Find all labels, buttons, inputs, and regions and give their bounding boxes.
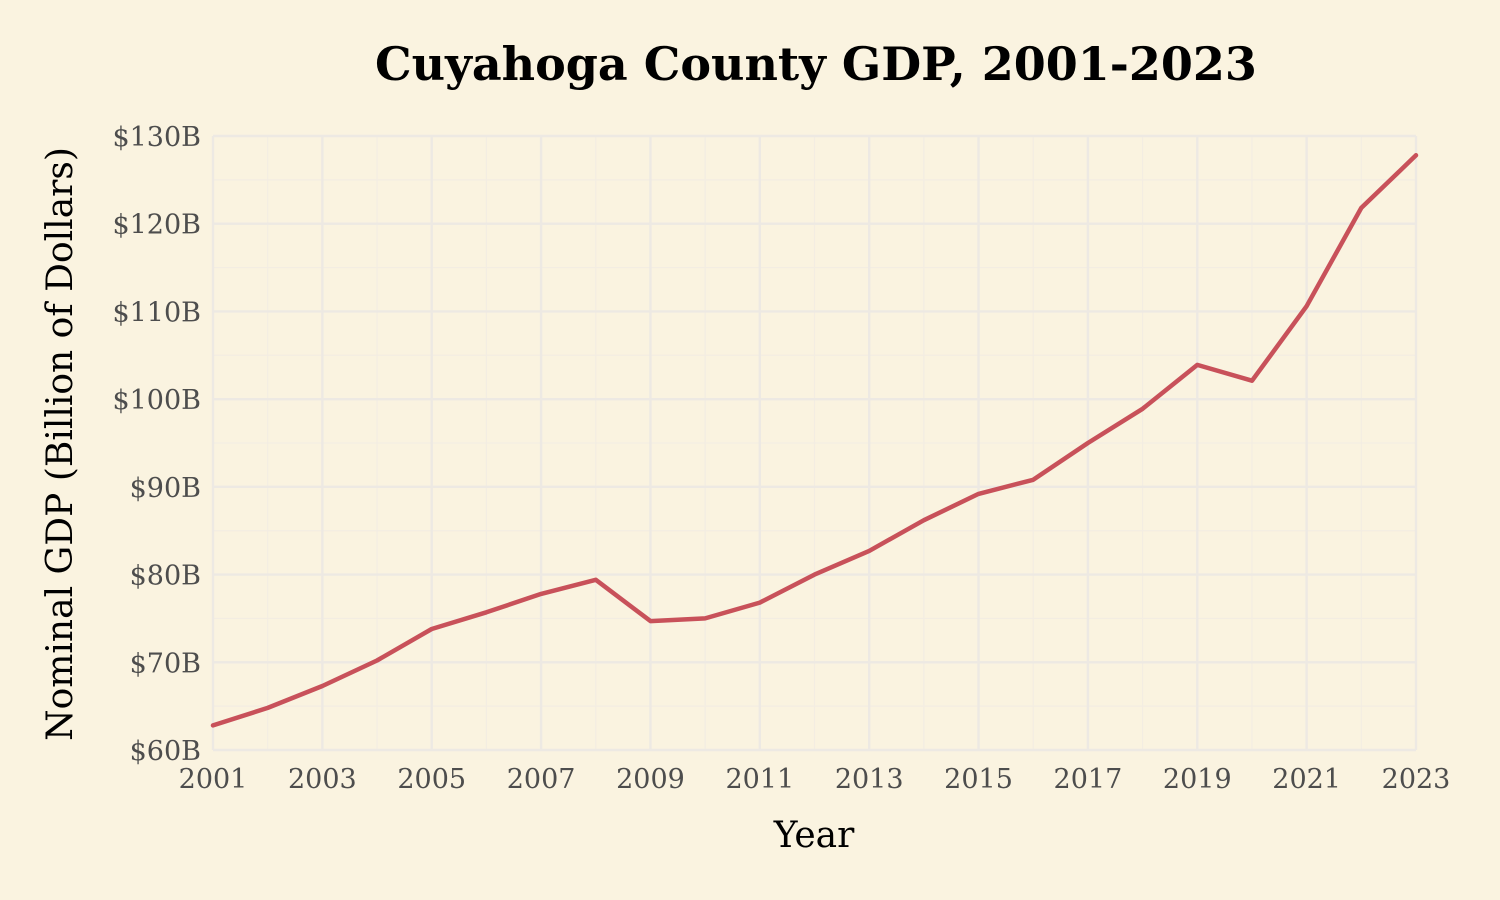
y-tick-label: $120B (112, 210, 201, 241)
x-tick-label: 2019 (1163, 764, 1232, 795)
x-tick-label: 2015 (944, 764, 1013, 795)
y-tick-label: $80B (130, 561, 201, 592)
x-tick-label: 2009 (616, 764, 685, 795)
y-tick-label: $90B (130, 473, 201, 504)
x-tick-label: 2005 (397, 764, 466, 795)
x-tick-label: 2013 (835, 764, 904, 795)
y-tick-label: $60B (130, 736, 201, 767)
x-tick-label: 2007 (507, 764, 576, 795)
y-tick-label: $70B (130, 648, 201, 679)
series-line (210, 153, 1419, 728)
grid (211, 134, 1418, 752)
series (210, 153, 1419, 728)
x-tick-label: 2023 (1382, 764, 1451, 795)
x-tick-label: 2001 (179, 764, 248, 795)
y-tick-label: $100B (112, 385, 201, 416)
x-tick-label: 2021 (1272, 764, 1341, 795)
y-axis-title: Nominal GDP (Billion of Dollars) (40, 147, 81, 741)
x-axis-ticks: 2001 2003 2005 2007 2009 2011 2013 2015 2017 2019… (179, 764, 1451, 795)
x-tick-label: 2003 (288, 764, 357, 795)
x-tick-label: 2011 (725, 764, 794, 795)
y-axis-ticks: $60B $70B $80B $90B $100B $110B $120B $130B (112, 122, 201, 767)
chart-title: Cuyahoga County GDP, 2001-2023 (375, 37, 1257, 91)
y-tick-label: $110B (112, 297, 201, 328)
x-tick-label: 2017 (1054, 764, 1123, 795)
y-tick-label: $130B (112, 122, 201, 153)
x-axis-title: Year (773, 815, 855, 856)
